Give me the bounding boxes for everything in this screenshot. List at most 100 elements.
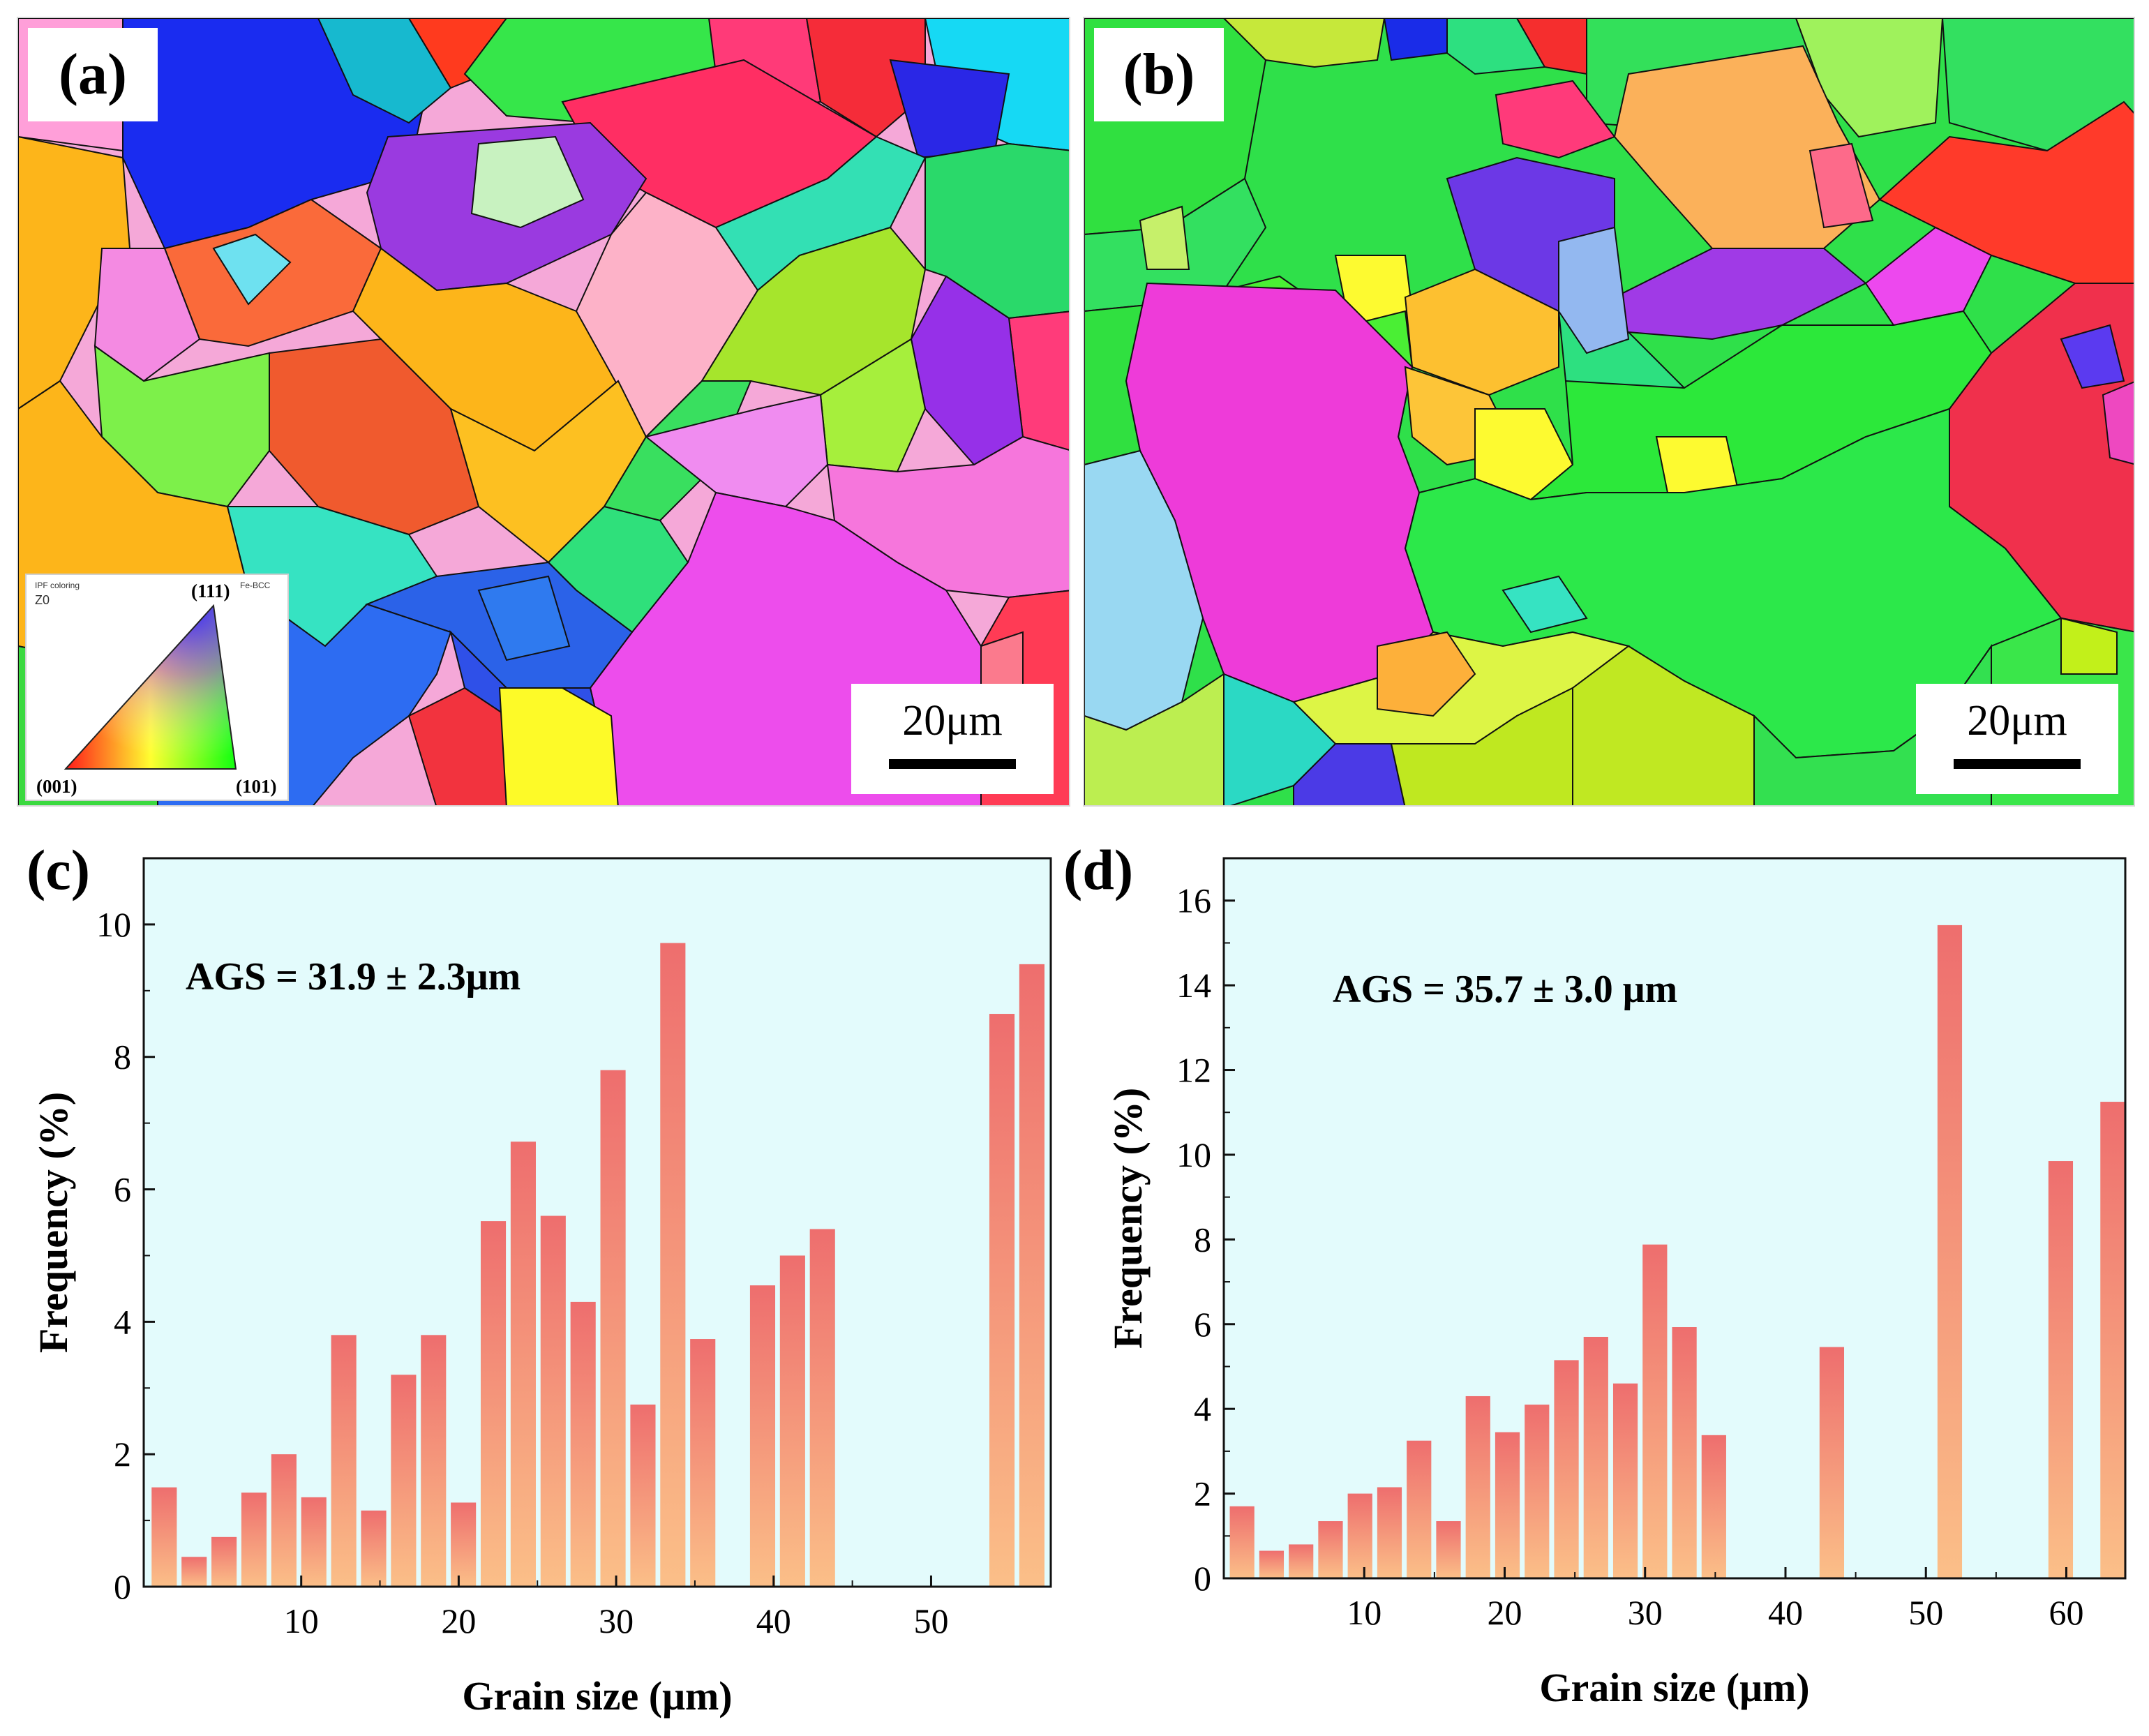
legend-corner-101: (101) (236, 776, 277, 797)
legend-corner-111: (111) (191, 581, 230, 601)
ipf-legend: IPF coloring Z0 Fe-BCC (111) (001) (101) (25, 574, 289, 801)
bar (2100, 1102, 2125, 1578)
y-tick-label: 2 (1194, 1474, 1211, 1513)
bar (1495, 1432, 1520, 1578)
bar (1347, 1493, 1372, 1578)
bar (391, 1375, 417, 1587)
bar (600, 1070, 626, 1587)
bar (1937, 925, 1963, 1578)
histogram-d: 0 2 4 6 8 10 12 14 16 10 20 30 40 50 60 Grain size (μm)… (1074, 809, 2149, 1736)
bar (271, 1454, 297, 1587)
y-tick-label: 6 (1194, 1305, 1211, 1344)
x-tick-label: 10 (284, 1601, 319, 1640)
legend-corner-001: (001) (36, 776, 77, 797)
bar (510, 1142, 536, 1587)
bar (1019, 964, 1044, 1587)
histogram-c: 0 2 4 6 8 10 10 20 30 40 50 Grain size (μm) Frequenc… (0, 809, 1074, 1736)
ags-annotation: AGS = 31.9 ± 2.3μm (186, 955, 521, 998)
bar (301, 1497, 327, 1587)
bar (2048, 1161, 2074, 1578)
x-tick-label: 20 (1487, 1593, 1522, 1632)
bar (809, 1229, 835, 1587)
scale-bar-line-b (1954, 759, 2081, 769)
panel-label-a: (a) (28, 28, 158, 121)
bar (1407, 1440, 1432, 1578)
y-tick-label: 2 (114, 1435, 131, 1474)
x-tick-label: 40 (756, 1601, 791, 1640)
x-tick-label: 50 (913, 1601, 948, 1640)
bar (690, 1339, 716, 1587)
bar (1583, 1336, 1608, 1578)
bar (1465, 1395, 1490, 1578)
y-tick-label: 8 (1194, 1220, 1211, 1259)
plot-frame (1222, 857, 2127, 1580)
x-tick-label: 30 (599, 1601, 634, 1640)
bar (241, 1492, 267, 1587)
x-tick-label: 60 (2049, 1593, 2083, 1632)
bar (1436, 1521, 1461, 1578)
y-tick-label: 16 (1176, 881, 1211, 920)
x-tick-label: 30 (1628, 1593, 1663, 1632)
bar (570, 1301, 596, 1587)
y-tick-label: 14 (1176, 966, 1211, 1005)
x-axis-label: Grain size (μm) (462, 1673, 732, 1719)
bar (749, 1285, 776, 1587)
histogram-c-svg: 0 2 4 6 8 10 10 20 30 40 50 Grain size (μm) Frequenc… (31, 857, 1052, 1719)
bar (1642, 1244, 1668, 1578)
bar (989, 1014, 1015, 1587)
y-tick-label: 12 (1176, 1051, 1211, 1090)
histogram-d-svg: 0 2 4 6 8 10 12 14 16 10 20 30 40 50 60 Grain size (μm)… (1105, 857, 2127, 1710)
x-tick-label: 50 (1908, 1593, 1943, 1632)
bar (1672, 1327, 1697, 1578)
y-tick-label: 4 (114, 1302, 131, 1341)
legend-title: IPF coloring (35, 581, 80, 590)
x-tick-label: 40 (1768, 1593, 1803, 1632)
y-tick-label: 0 (1194, 1559, 1211, 1598)
ags-annotation: AGS = 35.7 ± 3.0 μm (1333, 968, 1677, 1011)
bar (451, 1502, 477, 1587)
panel-label-d: (d) (1063, 838, 1134, 901)
bar (779, 1255, 805, 1587)
bar (1612, 1383, 1638, 1578)
y-tick-label: 0 (114, 1567, 131, 1606)
y-tick-label: 10 (96, 905, 131, 944)
scale-bar-b: 20μm (1916, 684, 2118, 794)
bar (480, 1221, 507, 1587)
x-tick-label: 20 (441, 1601, 476, 1640)
bar (1318, 1521, 1343, 1578)
scale-bar-label-b: 20μm (1967, 697, 2067, 744)
legend-phase: Fe-BCC (240, 581, 271, 590)
scale-bar-label-a: 20μm (902, 697, 1003, 744)
bar (1701, 1435, 1726, 1578)
x-axis-label: Grain size (μm) (1539, 1665, 1809, 1710)
y-tick-label: 8 (114, 1038, 131, 1077)
bar (1259, 1550, 1285, 1578)
x-tick-label: 10 (1347, 1593, 1382, 1632)
bar (540, 1215, 566, 1587)
bar (1554, 1360, 1579, 1578)
bar (211, 1536, 237, 1587)
bar (151, 1487, 177, 1587)
y-axis-label: Frequency (%) (1105, 1088, 1151, 1349)
y-axis-label: Frequency (%) (31, 1092, 76, 1353)
panel-label-c: (c) (27, 838, 91, 901)
y-tick-label: 4 (1194, 1389, 1211, 1428)
bar (1525, 1405, 1550, 1578)
bar (630, 1405, 656, 1587)
bar (1819, 1347, 1845, 1578)
bar (660, 943, 686, 1587)
scale-bar-a: 20μm (851, 684, 1054, 794)
y-tick-label: 6 (114, 1170, 131, 1209)
panel-label-b: (b) (1094, 28, 1224, 121)
bar (1289, 1544, 1314, 1578)
legend-axis: Z0 (35, 593, 50, 607)
bar (1229, 1506, 1255, 1578)
ipf-triangle (63, 604, 237, 770)
bar (181, 1557, 207, 1587)
bar (361, 1510, 387, 1587)
bar (421, 1335, 447, 1587)
plot-frame (142, 857, 1052, 1588)
scale-bar-line-a (889, 759, 1016, 769)
bar (331, 1335, 357, 1587)
y-tick-label: 10 (1176, 1135, 1211, 1174)
